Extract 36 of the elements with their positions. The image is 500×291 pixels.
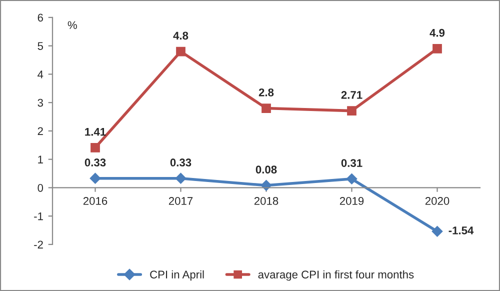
- y-tick-label: 1: [38, 156, 43, 164]
- data-label: 0.33: [84, 158, 106, 166]
- point: [432, 226, 443, 237]
- x-tick-label: 2020: [425, 197, 450, 205]
- data-label: 1.41: [85, 128, 106, 136]
- x-tick-label: 2017: [168, 197, 193, 205]
- y-tick-label: 0: [38, 184, 44, 192]
- y-tick-label: 3: [38, 98, 43, 107]
- point: [432, 44, 442, 54]
- data-label: 2.71: [341, 91, 362, 99]
- legend-label: CPI in April: [150, 270, 204, 281]
- point: [346, 173, 358, 184]
- y-tick-label: 4: [38, 70, 44, 78]
- y-tick-label: -1: [34, 212, 43, 220]
- data-label: 4.9: [430, 28, 445, 37]
- point: [347, 106, 356, 116]
- y-tick-label: 5: [38, 42, 44, 50]
- data-label: 0.08: [256, 166, 277, 174]
- data-label: 2.8: [258, 88, 274, 96]
- legend-label: avarage CPI in first four months: [258, 270, 414, 281]
- data-label: 0.33: [170, 158, 192, 166]
- y-tick-label: 2: [38, 127, 43, 135]
- data-label: 4.8: [173, 32, 188, 40]
- point: [176, 46, 186, 56]
- point: [175, 172, 186, 184]
- y-axis-title: %: [68, 21, 77, 29]
- x-tick-label: 2018: [254, 197, 278, 205]
- data-label: 0.31: [341, 159, 362, 167]
- y-tick-label: -2: [34, 240, 43, 248]
- y-tick-label: 6: [38, 14, 43, 22]
- x-tick-label: 2019: [340, 197, 364, 205]
- data-label: -1.54: [448, 226, 474, 234]
- point: [90, 143, 100, 152]
- point: [262, 104, 271, 113]
- x-tick-label: 2016: [83, 197, 108, 205]
- point: [90, 172, 101, 184]
